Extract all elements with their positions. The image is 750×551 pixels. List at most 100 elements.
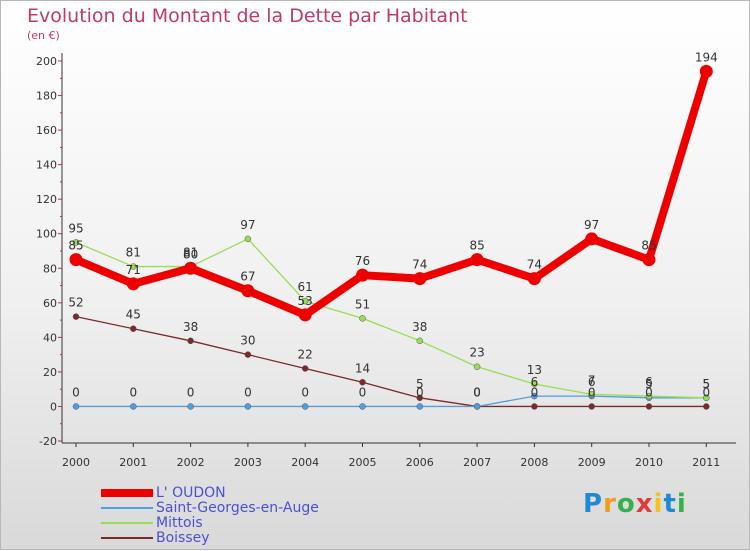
data-label-2: 23 [469, 346, 484, 360]
x-tick-label: 2006 [406, 456, 434, 469]
proxiti-logo-letter: r [603, 489, 617, 519]
y-tick-label: 40 [43, 331, 57, 344]
x-tick-label: 2007 [463, 456, 491, 469]
x-tick-label: 2003 [234, 456, 262, 469]
legend-swatch-saint-georges [101, 507, 153, 509]
x-tick-label: 2005 [349, 456, 377, 469]
data-point-0 [527, 272, 541, 286]
data-label-0: 71 [126, 263, 141, 277]
data-label-1: 0 [244, 385, 252, 399]
y-tick-label: 60 [43, 297, 57, 310]
data-label-3: 0 [645, 385, 653, 399]
data-label-1: 0 [129, 385, 137, 399]
data-label-1: 0 [72, 385, 80, 399]
data-label-1: 0 [187, 385, 195, 399]
data-point-2 [244, 235, 252, 243]
data-label-2: 5 [702, 377, 710, 391]
data-label-1: 0 [416, 385, 424, 399]
data-label-3: 38 [183, 320, 198, 334]
data-point-0 [241, 284, 255, 298]
x-tick-label: 2002 [177, 456, 205, 469]
data-point-0 [699, 64, 713, 78]
data-label-0: 74 [527, 258, 542, 272]
data-point-1 [130, 403, 137, 410]
proxiti-logo-letter: t [663, 489, 677, 519]
data-point-3 [72, 313, 80, 320]
data-point-1 [301, 403, 309, 410]
data-point-3 [187, 337, 194, 345]
series-line-2 [75, 238, 707, 399]
data-label-0: 74 [412, 258, 427, 272]
legend-label-oudon: L' OUDON [156, 485, 226, 501]
data-label-3: 30 [240, 334, 255, 348]
data-point-1 [72, 403, 80, 410]
data-point-1 [416, 403, 424, 410]
data-point-1 [187, 403, 194, 410]
data-point-0 [470, 253, 484, 267]
legend-label-boissey: Boissey [156, 530, 210, 546]
data-label-3: 0 [702, 385, 710, 399]
x-tick-label: 2001 [119, 456, 147, 469]
proxiti-logo-letter: o [616, 489, 636, 519]
legend-label-saint-georges: Saint-Georges-en-Auge [156, 500, 319, 516]
data-point-0 [356, 268, 369, 282]
data-label-2: 81 [183, 246, 198, 260]
data-label-0: 85 [641, 239, 656, 253]
data-point-3 [645, 403, 653, 410]
y-tick-label: 120 [36, 193, 57, 206]
data-label-0: 85 [469, 239, 484, 253]
data-point-3 [244, 351, 252, 358]
y-tick-label: -20 [39, 435, 57, 448]
data-label-3: 0 [588, 385, 596, 399]
x-tick-label: 2008 [520, 456, 548, 469]
data-point-1 [531, 392, 538, 400]
data-point-0 [413, 272, 427, 286]
data-label-0: 80 [183, 247, 198, 261]
data-point-2 [703, 394, 710, 402]
data-point-2 [416, 337, 424, 345]
data-label-2: 6 [645, 375, 653, 389]
data-label-3: 52 [68, 296, 83, 310]
data-point-3 [588, 403, 595, 410]
data-label-2: 38 [412, 320, 427, 334]
data-point-2 [645, 392, 653, 400]
proxiti-logo-letter: i [676, 489, 687, 519]
data-label-2: 95 [68, 221, 83, 235]
proxiti-logo-letter: x [635, 489, 654, 519]
x-tick-label: 2004 [291, 456, 319, 469]
data-label-1: 0 [473, 385, 481, 399]
data-point-1 [244, 403, 252, 410]
y-tick-label: 180 [36, 90, 57, 103]
data-label-3: 5 [416, 377, 424, 391]
chart-title: Evolution du Montant de la Dette par Hab… [27, 5, 468, 27]
data-label-3: 0 [531, 385, 539, 399]
data-point-1 [473, 403, 481, 410]
data-point-3 [301, 365, 309, 372]
data-label-2: 61 [298, 280, 313, 294]
data-point-0 [184, 261, 198, 275]
legend-label-mittois: Mittois [156, 515, 203, 531]
chart-unit-label: (en €) [27, 29, 60, 42]
data-label-1: 0 [301, 385, 309, 399]
data-label-3: 45 [126, 308, 141, 322]
x-tick-label: 2009 [578, 456, 606, 469]
data-point-2 [130, 263, 137, 270]
legend-swatch-mittois [101, 522, 153, 524]
data-label-0: 194 [695, 50, 718, 64]
x-tick-label: 2010 [635, 456, 663, 469]
data-point-2 [588, 391, 595, 398]
data-point-3 [531, 403, 538, 410]
data-point-0 [298, 308, 312, 322]
y-tick-label: 20 [43, 366, 57, 379]
data-label-0: 97 [584, 218, 599, 232]
y-tick-label: 0 [50, 400, 57, 413]
data-point-0 [642, 253, 656, 267]
data-point-2 [301, 297, 309, 305]
data-label-1: 6 [588, 375, 596, 389]
y-tick-label: 140 [36, 159, 57, 172]
data-label-0: 76 [355, 254, 370, 268]
data-label-2: 51 [355, 297, 370, 311]
x-tick-label: 2011 [692, 456, 720, 469]
data-label-3: 14 [355, 361, 370, 375]
